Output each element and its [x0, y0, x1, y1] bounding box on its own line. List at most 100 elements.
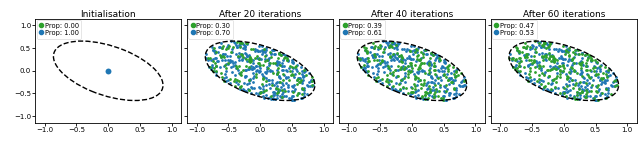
- Point: [410, 75, 420, 77]
- Point: [527, 43, 537, 46]
- Point: [253, 50, 263, 53]
- Point: [430, 59, 440, 61]
- Point: [520, 55, 530, 58]
- Point: [240, 52, 250, 54]
- Point: [534, 44, 545, 46]
- Point: [566, 97, 577, 100]
- Point: [232, 69, 243, 71]
- Point: [455, 84, 465, 87]
- Point: [386, 80, 396, 82]
- Point: [593, 89, 603, 92]
- Point: [597, 92, 607, 94]
- Point: [227, 51, 237, 53]
- Point: [429, 64, 439, 67]
- Point: [262, 66, 272, 68]
- Point: [278, 84, 289, 86]
- Point: [210, 62, 220, 64]
- Point: [235, 42, 245, 45]
- Point: [576, 60, 586, 62]
- Point: [373, 63, 383, 65]
- Point: [416, 62, 426, 64]
- Point: [220, 59, 230, 61]
- Point: [552, 75, 563, 77]
- Point: [420, 94, 431, 96]
- Point: [280, 56, 290, 58]
- Point: [220, 73, 230, 75]
- Point: [563, 50, 573, 53]
- Point: [438, 66, 449, 69]
- Point: [439, 95, 449, 97]
- Point: [369, 47, 379, 49]
- Point: [398, 86, 408, 88]
- Point: [537, 72, 547, 75]
- Point: [593, 76, 604, 78]
- Point: [299, 89, 309, 91]
- Point: [272, 63, 282, 66]
- Point: [429, 89, 439, 92]
- Point: [246, 92, 256, 95]
- Point: [243, 89, 253, 91]
- Point: [417, 69, 428, 72]
- Point: [396, 60, 406, 62]
- Point: [611, 79, 621, 81]
- Point: [388, 71, 398, 73]
- Point: [547, 68, 557, 70]
- Point: [515, 73, 525, 76]
- Point: [278, 79, 289, 82]
- Point: [297, 73, 307, 75]
- Point: [413, 77, 423, 79]
- Point: [375, 43, 385, 46]
- Point: [556, 48, 566, 51]
- Point: [545, 75, 555, 77]
- Point: [401, 56, 412, 59]
- Point: [394, 60, 404, 62]
- Point: [562, 85, 572, 88]
- Point: [245, 67, 255, 69]
- Point: [214, 46, 224, 48]
- Point: [225, 59, 235, 62]
- Point: [405, 56, 415, 59]
- Point: [398, 92, 408, 95]
- Point: [260, 54, 271, 56]
- Point: [406, 65, 416, 67]
- Title: After 40 iterations: After 40 iterations: [371, 9, 453, 18]
- Point: [574, 87, 584, 89]
- Point: [449, 87, 459, 90]
- Point: [210, 52, 220, 54]
- Point: [251, 70, 261, 72]
- Point: [273, 52, 284, 54]
- Point: [560, 91, 570, 93]
- Point: [438, 61, 449, 63]
- Point: [415, 97, 425, 100]
- Point: [209, 50, 220, 52]
- Point: [410, 88, 420, 91]
- Point: [596, 78, 607, 80]
- Point: [508, 65, 518, 68]
- Point: [418, 98, 428, 100]
- Point: [218, 56, 228, 58]
- Point: [211, 65, 221, 67]
- Point: [388, 59, 399, 61]
- Point: [213, 51, 223, 53]
- Point: [441, 99, 451, 101]
- Point: [284, 67, 294, 69]
- Point: [430, 84, 440, 86]
- Point: [271, 73, 282, 75]
- Point: [433, 82, 443, 84]
- Point: [591, 85, 602, 87]
- Point: [520, 41, 530, 44]
- Point: [545, 68, 555, 71]
- Point: [265, 69, 275, 71]
- Point: [403, 64, 413, 67]
- Point: [221, 76, 232, 79]
- Point: [410, 94, 420, 97]
- Point: [595, 78, 605, 81]
- Point: [262, 79, 273, 82]
- Point: [602, 71, 612, 73]
- Point: [396, 79, 406, 81]
- Point: [358, 68, 369, 70]
- Point: [374, 54, 384, 57]
- Point: [450, 79, 460, 82]
- Point: [595, 79, 605, 81]
- Point: [513, 49, 524, 52]
